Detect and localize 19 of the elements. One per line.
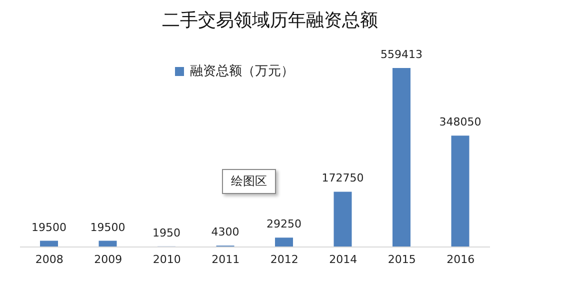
x-tick-label: 2008	[35, 252, 64, 266]
x-tick-label: 2012	[270, 252, 298, 266]
x-tick-label: 2011	[212, 252, 240, 266]
x-tick-label: 2009	[94, 252, 122, 266]
data-label: 19500	[90, 220, 126, 234]
data-label: 1950	[152, 226, 180, 240]
legend-label: 融资总额（万元）	[189, 63, 294, 80]
chart-title: 二手交易领域历年融资总额	[161, 9, 379, 32]
data-label: 559413	[380, 48, 422, 61]
x-tick-label: 2016	[446, 252, 475, 266]
data-label: 19500	[32, 220, 66, 234]
data-label: 172750	[322, 172, 364, 185]
data-label: 29250	[266, 218, 302, 231]
data-label: 348050	[439, 116, 482, 129]
x-tick-label: 2010	[152, 252, 181, 266]
annotation: 绘图区	[222, 169, 276, 194]
x-tick-label: 2014	[329, 252, 358, 266]
data-label: 4300	[211, 226, 240, 239]
x-tick-label: 2015	[388, 252, 416, 266]
